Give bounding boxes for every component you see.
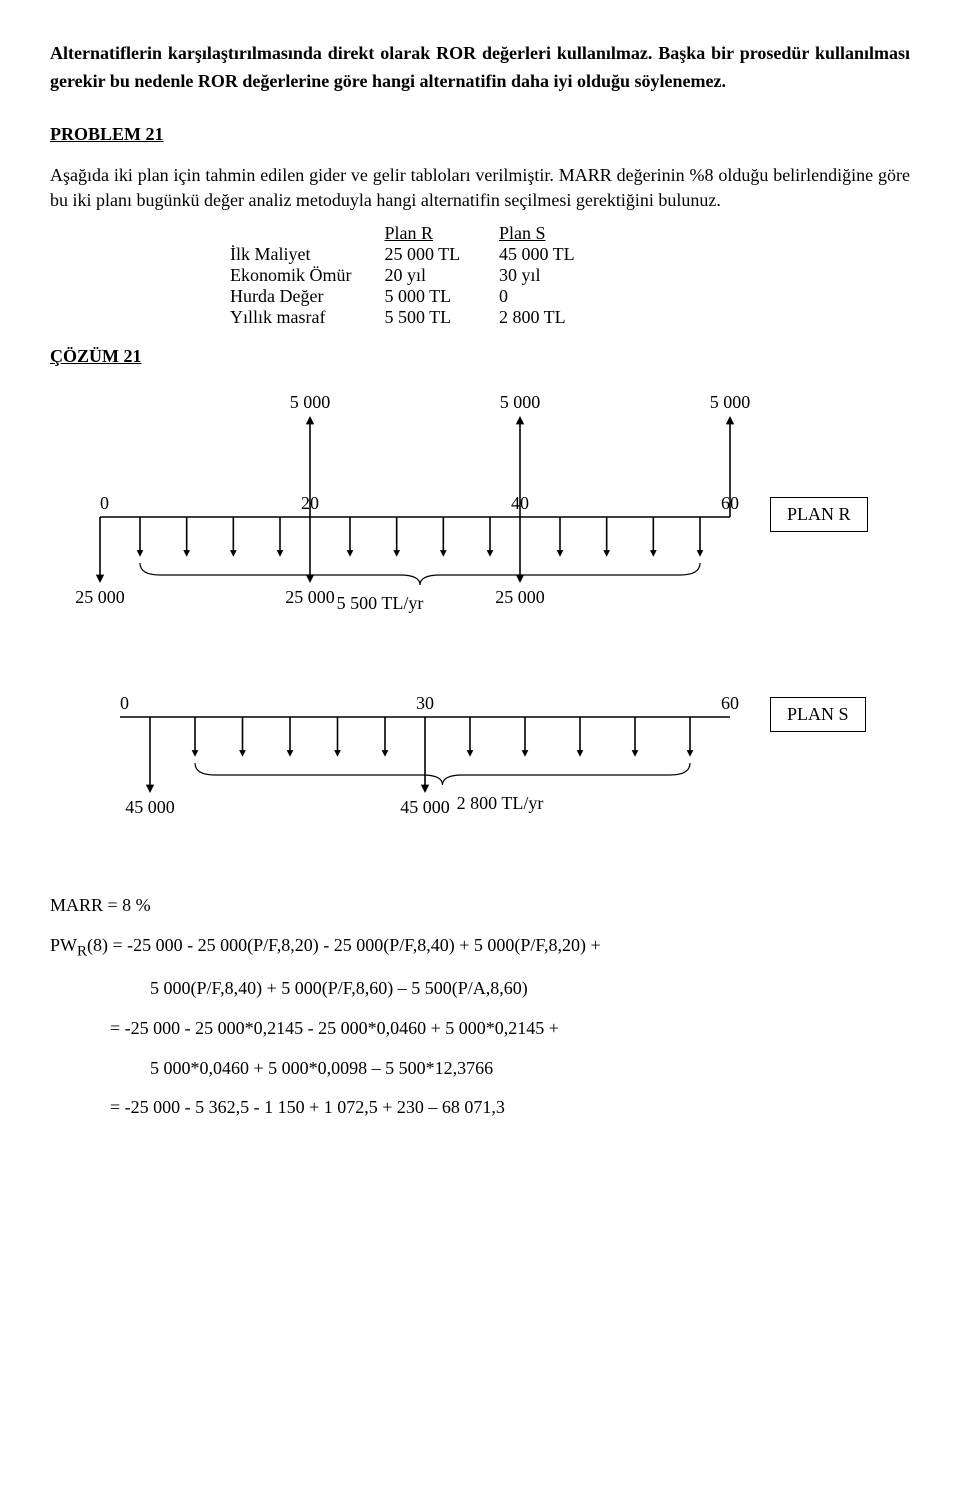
table-cell: İlk Maliyet [230,244,380,265]
cashflow-diagram-r: 02040605 0005 0005 00025 00025 00025 000… [50,367,870,627]
svg-text:25 000: 25 000 [495,587,545,607]
diagram-plan-s: 0 30 60 45 000 45 000 2 800 TL/yr PLAN S [50,657,910,857]
intro-paragraph: Alternatiflerin karşılaştırılmasında dir… [50,40,910,96]
svg-text:45 000: 45 000 [400,797,450,817]
calculation-block: MARR = 8 % PWR(8) = -25 000 - 25 000(P/F… [50,887,910,1127]
svg-text:2 800 TL/yr: 2 800 TL/yr [457,793,544,813]
pw-rhs: (8) = -25 000 - 25 000(P/F,8,20) - 25 00… [87,935,601,955]
plan-s-label: PLAN S [787,704,849,724]
pw-sub: R [77,944,87,960]
table-cell: 30 yıl [499,265,609,286]
svg-text:25 000: 25 000 [75,587,125,607]
svg-text:5 000: 5 000 [290,392,331,412]
svg-text:60: 60 [721,693,739,713]
plan-s-box: PLAN S [770,697,866,732]
table-header-planr: Plan R [385,223,495,244]
pw-line-1: PWR(8) = -25 000 - 25 000(P/F,8,20) - 25… [50,927,910,968]
svg-text:0: 0 [100,493,109,513]
pw-line-4: 5 000*0,0460 + 5 000*0,0098 – 5 500*12,3… [150,1050,910,1088]
plan-r-box: PLAN R [770,497,868,532]
svg-text:5 500 TL/yr: 5 500 TL/yr [337,593,424,613]
marr-line: MARR = 8 % [50,887,910,925]
table-cell: 5 000 TL [385,286,495,307]
table-row: Ekonomik Ömür 20 yıl 30 yıl [230,265,910,286]
table-cell: 2 800 TL [499,307,609,328]
pw-line-2: 5 000(P/F,8,40) + 5 000(P/F,8,60) – 5 50… [150,970,910,1008]
svg-text:45 000: 45 000 [125,797,175,817]
table-cell: 25 000 TL [385,244,495,265]
diagram-plan-r: 02040605 0005 0005 00025 00025 00025 000… [50,367,910,627]
svg-text:0: 0 [120,693,129,713]
svg-text:25 000: 25 000 [285,587,335,607]
svg-text:30: 30 [416,693,434,713]
table-cell: 20 yıl [385,265,495,286]
svg-text:5 000: 5 000 [710,392,751,412]
pw-line-5: = -25 000 - 5 362,5 - 1 150 + 1 072,5 + … [110,1089,910,1127]
table-row: Hurda Değer 5 000 TL 0 [230,286,910,307]
svg-text:5 000: 5 000 [500,392,541,412]
pw-lhs: PW [50,935,77,955]
problem-heading: PROBLEM 21 [50,124,910,145]
table-cell: 45 000 TL [499,244,609,265]
table-row: Yıllık masraf 5 500 TL 2 800 TL [230,307,910,328]
plan-r-label: PLAN R [787,504,851,524]
cashflow-diagram-s: 0 30 60 45 000 45 000 2 800 TL/yr [50,657,870,857]
intro-text: Alternatiflerin karşılaştırılmasında dir… [50,43,910,91]
problem-text: Aşağıda iki plan için tahmin edilen gide… [50,163,910,213]
table-row: İlk Maliyet 25 000 TL 45 000 TL [230,244,910,265]
table-cell: Ekonomik Ömür [230,265,380,286]
solution-heading: ÇÖZÜM 21 [50,346,910,367]
table-header-plans: Plan S [499,223,609,244]
table-cell: Hurda Değer [230,286,380,307]
data-table: Plan R Plan S İlk Maliyet 25 000 TL 45 0… [230,223,910,328]
table-cell: Yıllık masraf [230,307,380,328]
table-cell: 0 [499,286,609,307]
table-cell: 5 500 TL [385,307,495,328]
table-header-row: Plan R Plan S [230,223,910,244]
pw-line-3: = -25 000 - 25 000*0,2145 - 25 000*0,046… [110,1010,910,1048]
